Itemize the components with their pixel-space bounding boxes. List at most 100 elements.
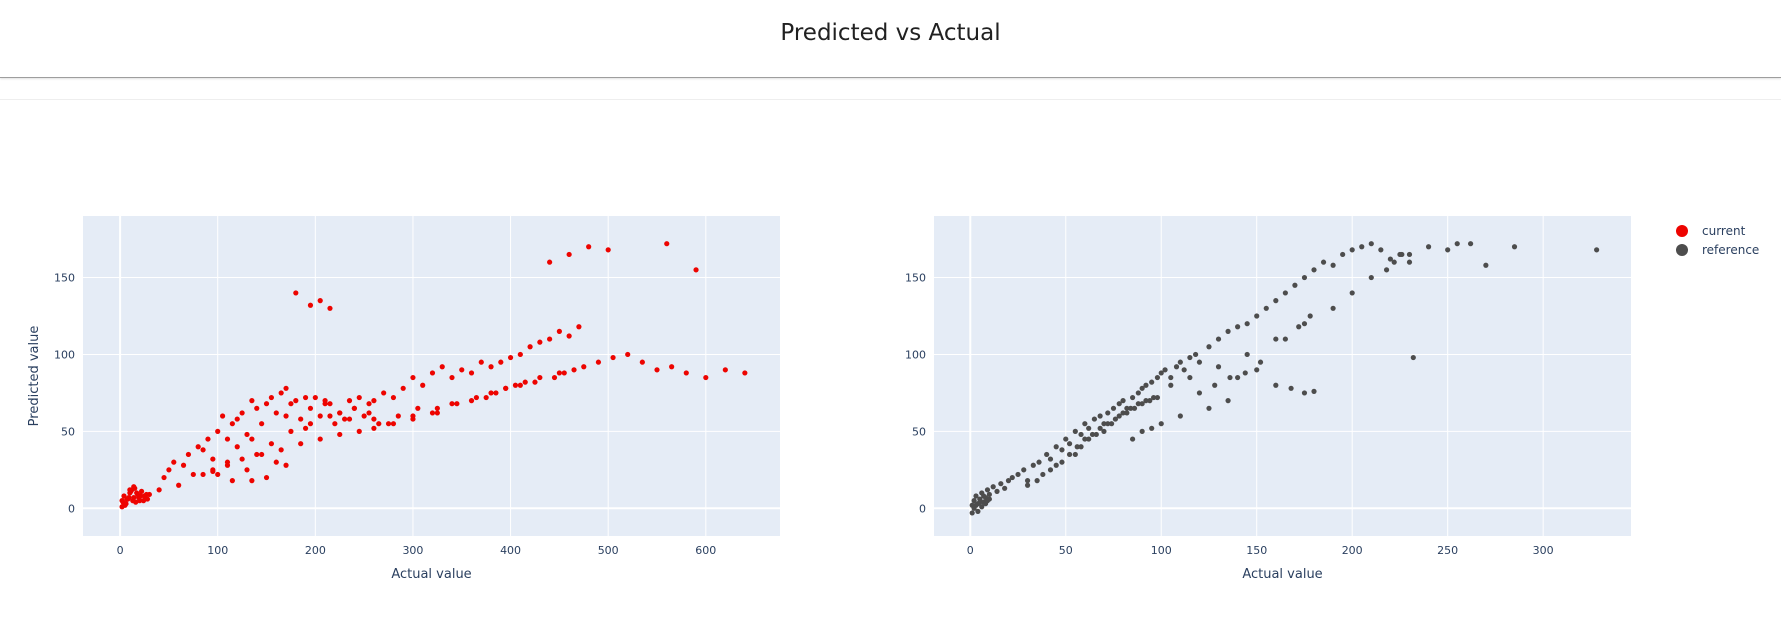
data-point[interactable] [459,367,465,373]
data-point[interactable] [234,444,240,450]
data-point[interactable] [1034,478,1040,484]
data-point[interactable] [1206,405,1212,411]
data-point[interactable] [1288,385,1294,391]
data-point[interactable] [1110,405,1117,411]
data-point[interactable] [1024,478,1031,484]
data-point[interactable] [981,493,987,499]
data-point[interactable] [434,405,440,411]
data-point[interactable] [1187,354,1193,361]
data-point[interactable] [1296,324,1302,330]
data-point[interactable] [327,401,333,407]
data-point[interactable] [977,499,983,505]
data-point[interactable] [994,488,1000,494]
data-point[interactable] [1162,367,1168,373]
data-point[interactable] [143,491,150,498]
data-point[interactable] [138,488,145,494]
data-point[interactable] [332,421,338,427]
data-point[interactable] [244,467,250,473]
data-point[interactable] [1173,364,1180,370]
data-point[interactable] [556,370,562,376]
data-point[interactable] [1002,485,1008,491]
data-point[interactable] [498,359,504,365]
data-point[interactable] [176,482,182,488]
data-point[interactable] [307,405,314,411]
data-point[interactable] [210,468,216,474]
data-point[interactable] [298,441,304,447]
data-point[interactable] [454,401,460,407]
data-point[interactable] [1254,367,1260,373]
data-point[interactable] [337,410,343,416]
data-point[interactable] [1093,431,1099,438]
data-point[interactable] [1282,336,1288,342]
data-point[interactable] [537,374,543,381]
data-point[interactable] [327,305,333,311]
data-point[interactable] [249,436,255,442]
data-point[interactable] [1005,478,1012,484]
data-point[interactable] [415,405,421,411]
data-point[interactable] [669,364,675,370]
data-point[interactable] [190,471,196,478]
data-point[interactable] [1215,336,1222,342]
data-point[interactable] [144,496,151,502]
data-point[interactable] [1193,351,1199,358]
data-point[interactable] [1235,324,1241,330]
data-point[interactable] [1227,374,1233,381]
data-point[interactable] [317,298,323,304]
data-point[interactable] [1187,374,1193,381]
data-point[interactable] [1301,274,1308,281]
data-point[interactable] [400,385,406,391]
data-point[interactable] [1368,241,1374,247]
data-point[interactable] [185,451,192,458]
data-point[interactable] [595,359,602,365]
data-point[interactable] [1116,413,1122,419]
data-point[interactable] [1040,471,1046,478]
data-point[interactable] [610,354,616,361]
data-point[interactable] [390,394,397,401]
data-point[interactable] [1340,251,1346,258]
data-point[interactable] [1301,390,1308,396]
data-point[interactable] [1311,267,1317,273]
data-point[interactable] [371,416,377,422]
data-point[interactable] [229,478,235,484]
data-point[interactable] [342,416,348,422]
data-point[interactable] [254,451,260,458]
data-point[interactable] [1053,462,1059,468]
data-point[interactable] [1151,394,1157,401]
data-point[interactable] [1120,398,1126,404]
data-point[interactable] [1143,398,1149,404]
data-point[interactable] [986,491,992,498]
data-point[interactable] [130,498,136,504]
legend-label-current[interactable]: current [1702,224,1746,238]
data-point[interactable] [1101,421,1107,427]
data-point[interactable] [215,428,221,434]
data-point[interactable] [439,364,445,370]
data-point[interactable] [1320,259,1327,265]
data-point[interactable] [566,333,572,339]
data-point[interactable] [229,421,235,427]
data-point[interactable] [171,459,177,465]
data-point[interactable] [1330,262,1336,268]
data-point[interactable] [200,447,206,453]
data-point[interactable] [1406,259,1413,265]
data-point[interactable] [449,401,455,407]
data-point[interactable] [307,302,314,308]
data-point[interactable] [273,459,279,465]
data-point[interactable] [134,490,140,496]
data-point[interactable] [571,367,577,373]
data-point[interactable] [1129,394,1136,401]
data-point[interactable] [1467,241,1474,247]
data-point[interactable] [1124,405,1130,411]
data-point[interactable] [1078,431,1084,438]
data-point[interactable] [1139,385,1145,391]
data-point[interactable] [278,390,284,396]
data-point[interactable] [356,394,362,401]
data-point[interactable] [1030,462,1036,468]
data-point[interactable] [1149,425,1155,431]
data-point[interactable] [547,336,553,342]
data-point[interactable] [551,374,558,381]
data-point[interactable] [263,401,270,407]
data-point[interactable] [693,267,699,273]
data-point[interactable] [249,398,255,404]
data-point[interactable] [1112,416,1119,422]
data-point[interactable] [293,398,299,404]
